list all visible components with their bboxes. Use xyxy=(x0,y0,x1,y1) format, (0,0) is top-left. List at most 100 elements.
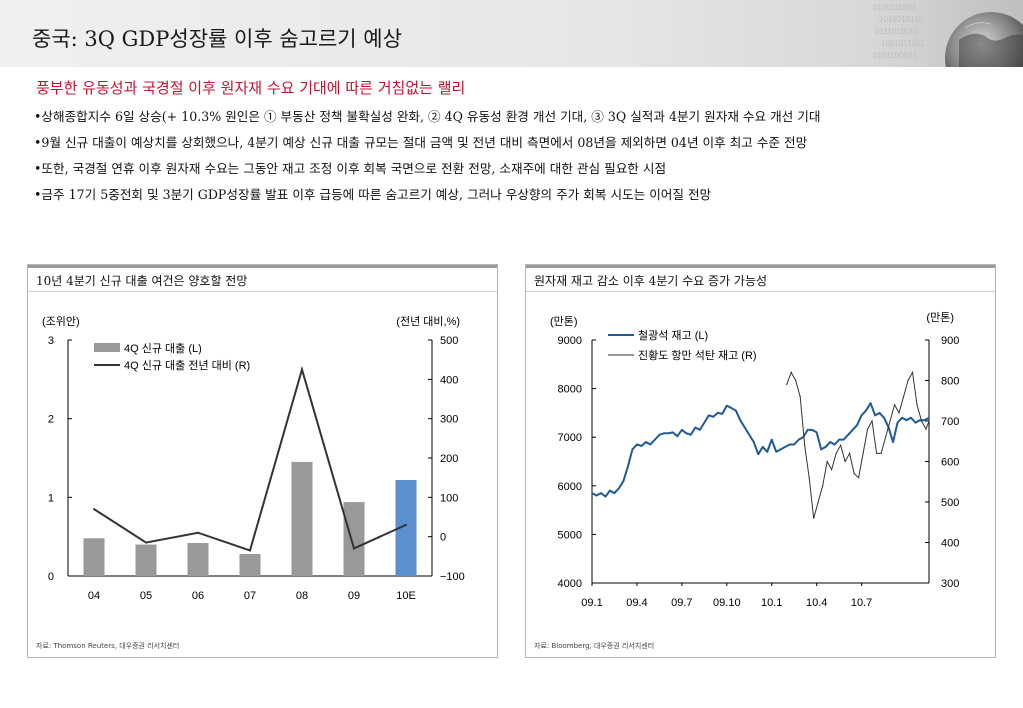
iron-ore-point xyxy=(869,402,872,404)
coal-point xyxy=(813,517,815,519)
svg-text:0111010010: 0111010010 xyxy=(875,27,919,36)
page-title: 중국: 3Q GDP성장률 이후 숨고르기 예상 xyxy=(32,27,402,51)
iron-ore-point xyxy=(730,407,733,409)
x-tick-label: 10.4 xyxy=(806,597,827,609)
right-tick-label: 300 xyxy=(941,578,959,590)
left-tick-label: 0 xyxy=(48,571,54,583)
panel-divider xyxy=(28,291,497,292)
iron-ore-point xyxy=(892,441,894,443)
right-tick-label: 600 xyxy=(941,457,959,469)
iron-ore-point xyxy=(613,492,616,494)
legend-bar-swatch xyxy=(94,343,120,352)
legend-iron-label: 철광석 재고 (L) xyxy=(638,329,708,342)
iron-ore-point xyxy=(649,443,652,446)
iron-ore-point xyxy=(878,412,881,414)
inventory-chart-panel: 원자재 재고 감소 이후 4분기 수요 증가 가능성 4000 5000 6000 7… xyxy=(525,264,996,658)
source-note: 자료: Bloomberg, 대우증권 리서치센터 xyxy=(534,642,655,650)
iron-ore-point xyxy=(896,421,899,424)
iron-ore-point xyxy=(739,419,742,421)
iron-ore-point xyxy=(761,446,764,448)
iron-ore-point xyxy=(748,433,751,436)
yoy-point xyxy=(249,549,251,552)
left-tick-label: 3 xyxy=(48,335,54,347)
iron-ore-point xyxy=(609,489,611,492)
x-tick-label: 08 xyxy=(296,590,308,602)
bar xyxy=(395,480,417,576)
iron-ore-point xyxy=(775,450,778,453)
iron-ore-point xyxy=(757,453,760,456)
coal-point xyxy=(835,452,837,454)
iron-ore-point xyxy=(793,443,795,446)
iron-ore-point xyxy=(784,446,787,448)
iron-ore-point xyxy=(842,438,845,441)
iron-ore-point xyxy=(865,409,867,412)
iron-ore-point xyxy=(708,414,710,417)
svg-text:0100111001: 0100111001 xyxy=(873,3,917,12)
iron-ore-point xyxy=(681,429,683,431)
x-tick-label: 09.1 xyxy=(581,597,602,609)
coal-point xyxy=(880,452,882,454)
iron-ore-point xyxy=(779,448,782,451)
iron-ore-point xyxy=(883,416,885,419)
left-tick-label: 9000 xyxy=(558,335,582,347)
iron-ore-point xyxy=(591,492,593,494)
coal-point xyxy=(822,485,824,487)
iron-ore-point xyxy=(766,450,769,453)
x-tick-label: 07 xyxy=(244,590,256,602)
iron-ore-point xyxy=(699,429,701,431)
iron-ore-point xyxy=(712,415,715,418)
yoy-point xyxy=(405,523,407,526)
legend-bar-label: 4Q 신규 대출 (L) xyxy=(124,342,202,355)
iron-ore-point xyxy=(734,409,737,412)
globe-graphic: 0100111001 1010010110 0111010010 1001011… xyxy=(873,0,1023,67)
yoy-point xyxy=(197,531,199,534)
coal-point xyxy=(826,460,828,463)
iron-ore-line xyxy=(591,402,930,498)
iron-ore-point xyxy=(851,429,854,431)
iron-ore-point xyxy=(829,441,831,443)
x-tick-label: 10.1 xyxy=(761,597,782,609)
iron-ore-point xyxy=(797,438,800,441)
iron-ore-point xyxy=(811,429,813,431)
x-tick-label: 10E xyxy=(396,590,416,602)
legend-line-label: 4Q 신규 대출 전년 대비 (R) xyxy=(124,359,250,372)
iron-ore-point xyxy=(919,419,921,421)
yoy-point xyxy=(301,368,303,371)
panel-top-rule xyxy=(28,265,497,268)
x-tick-label: 09 xyxy=(348,590,360,602)
loan-chart-panel: 10년 4분기 신규 대출 여건은 양호할 전망 0 1 2 3 −100 0 100 200… xyxy=(27,264,498,658)
left-tick-label: 2 xyxy=(48,414,54,426)
headline: 풍부한 유동성과 국경절 이후 원자재 수요 기대에 따른 거침없는 랠리 xyxy=(36,79,466,97)
iron-ore-point xyxy=(667,432,670,435)
coal-point xyxy=(902,396,905,398)
coal-point xyxy=(849,452,851,454)
bar xyxy=(135,544,157,576)
iron-ore-point xyxy=(815,431,818,434)
coal-point xyxy=(786,383,788,386)
iron-ore-point xyxy=(645,441,647,443)
iron-ore-point xyxy=(838,438,840,441)
iron-ore-point xyxy=(874,414,876,417)
iron-ore-point xyxy=(743,426,746,429)
iron-ore-point xyxy=(663,432,665,435)
iron-ore-point xyxy=(658,433,661,436)
bullet-item: •9월 신규 대출이 예상치를 상회했으나, 4분기 예상 신규 대출 규모는 … xyxy=(34,135,808,150)
left-tick-label: 5000 xyxy=(558,529,582,541)
iron-ore-point xyxy=(622,480,625,482)
iron-ore-point xyxy=(604,495,607,498)
iron-ore-point xyxy=(928,416,930,419)
right-tick-label: 800 xyxy=(941,376,959,388)
bar xyxy=(239,553,261,576)
bullet-item: •금주 17기 5중전회 및 3분기 GDP성장률 발표 이후 급등에 따른 숨… xyxy=(34,187,712,202)
panel-title: 10년 4분기 신규 대출 여건은 양호할 전망 xyxy=(36,274,248,288)
x-tick-label: 09.7 xyxy=(671,597,692,609)
iron-ore-point xyxy=(631,448,634,451)
panel-divider xyxy=(526,291,995,292)
iron-ore-point xyxy=(856,424,858,426)
iron-ore-point xyxy=(770,438,773,441)
bar xyxy=(83,538,105,576)
iron-ore-point xyxy=(833,443,836,446)
coal-point xyxy=(907,379,909,382)
bar xyxy=(291,461,313,576)
iron-ore-point xyxy=(676,435,679,438)
